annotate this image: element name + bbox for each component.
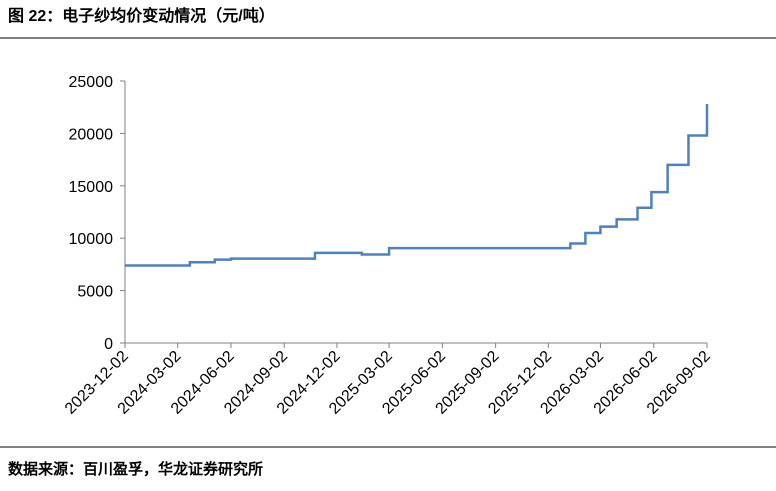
y-tick-label: 5000 <box>77 284 113 301</box>
y-tick-label: 0 <box>104 336 113 353</box>
price-line <box>125 104 709 267</box>
figure-title: 图 22：电子纱均价变动情况（元/吨） <box>8 6 275 25</box>
y-tick-label: 10000 <box>69 231 114 248</box>
source-note: 数据来源：百川盈孚，华龙证券研究所 <box>8 460 263 478</box>
y-tick-label: 15000 <box>69 179 114 196</box>
y-tick-label: 25000 <box>69 74 114 91</box>
y-tick-label: 20000 <box>69 126 114 143</box>
